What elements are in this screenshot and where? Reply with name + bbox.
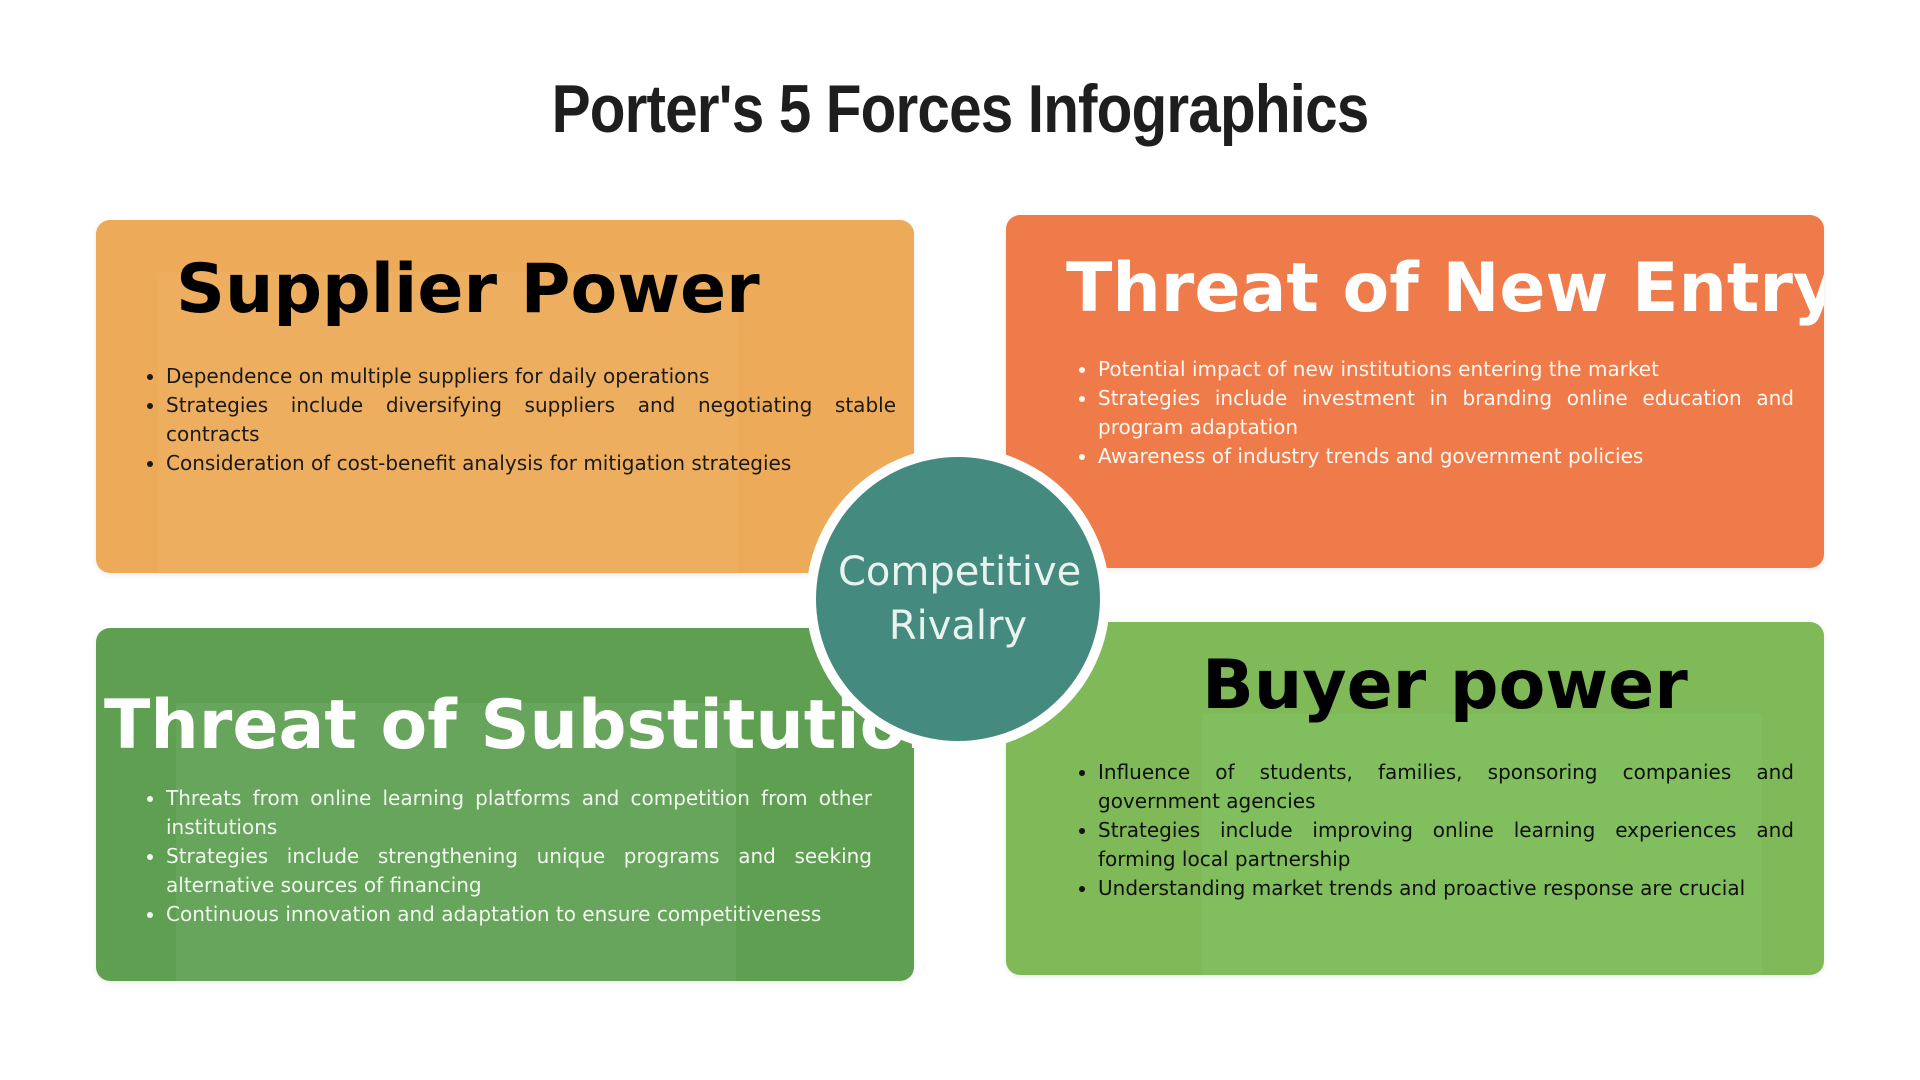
threat-of-new-entry-list: Potential impact of new institutions ent… <box>1070 355 1794 471</box>
threat-of-new-entry-card: Threat of New Entry Potential impact of … <box>1006 215 1824 568</box>
competitive-rivalry-label: Competitive Rivalry <box>838 545 1082 653</box>
supplier-power-list: Dependence on multiple suppliers for dai… <box>138 362 896 478</box>
list-item: Awareness of industry trends and governm… <box>1098 442 1794 471</box>
list-item: Consideration of cost-benefit analysis f… <box>166 449 896 478</box>
list-item: Understanding market trends and proactiv… <box>1098 874 1794 903</box>
threat-of-substitution-list: Threats from online learning platforms a… <box>138 784 872 929</box>
buyer-power-card: Buyer power Influence of students, famil… <box>1006 622 1824 975</box>
supplier-power-heading: Supplier Power <box>176 250 760 329</box>
list-item: Influence of students, families, sponsor… <box>1098 758 1794 816</box>
list-item: Strategies include strengthening unique … <box>166 842 872 900</box>
page-title: Porter's 5 Forces Infographics <box>551 71 1370 147</box>
buyer-power-list: Influence of students, families, sponsor… <box>1070 758 1794 903</box>
competitive-rivalry-hub: Competitive Rivalry <box>806 447 1110 751</box>
hub-label-line: Competitive <box>838 549 1082 595</box>
supplier-power-card: Supplier Power Dependence on multiple su… <box>96 220 914 573</box>
list-item: Strategies include diversifying supplier… <box>166 391 896 449</box>
competitive-rivalry-circle: Competitive Rivalry <box>816 457 1100 741</box>
buyer-power-heading: Buyer power <box>1202 646 1688 725</box>
list-item: Strategies include improving online lear… <box>1098 816 1794 874</box>
list-item: Strategies include investment in brandin… <box>1098 384 1794 442</box>
list-item: Continuous innovation and adaptation to … <box>166 900 872 929</box>
list-item: Threats from online learning platforms a… <box>166 784 872 842</box>
list-item: Dependence on multiple suppliers for dai… <box>166 362 896 391</box>
threat-of-substitution-card: Threat of Substitution Threats from onli… <box>96 628 914 981</box>
hub-label-line: Rivalry <box>888 603 1028 649</box>
threat-of-new-entry-heading: Threat of New Entry <box>1066 249 1824 328</box>
list-item: Potential impact of new institutions ent… <box>1098 355 1794 384</box>
threat-of-substitution-heading: Threat of Substitution <box>104 686 914 765</box>
